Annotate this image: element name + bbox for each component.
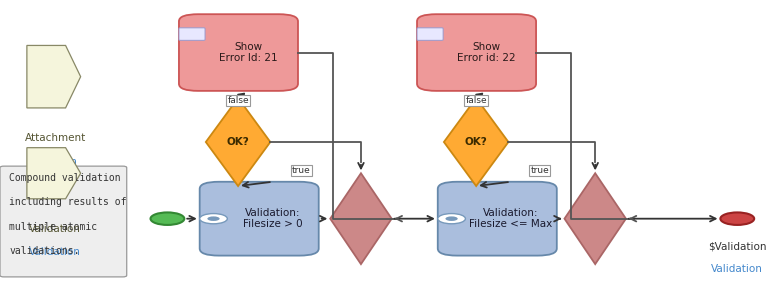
FancyBboxPatch shape <box>179 28 205 40</box>
Circle shape <box>438 214 465 224</box>
FancyBboxPatch shape <box>200 182 319 256</box>
Text: Show
Error id: 22: Show Error id: 22 <box>457 42 515 63</box>
Text: Attachment: Attachment <box>25 133 86 143</box>
Text: validations.: validations. <box>9 246 80 256</box>
Text: false: false <box>227 96 249 105</box>
Text: Show
Error Id: 21: Show Error Id: 21 <box>219 42 277 63</box>
Text: including results of: including results of <box>9 197 127 207</box>
Text: Validation:
Filesize <= Max: Validation: Filesize <= Max <box>469 208 552 229</box>
Polygon shape <box>27 45 81 108</box>
Circle shape <box>200 214 227 224</box>
Text: true: true <box>292 166 310 175</box>
Text: Validation: Validation <box>711 264 763 274</box>
Text: OK?: OK? <box>465 137 488 147</box>
Polygon shape <box>444 98 508 186</box>
Polygon shape <box>206 98 270 186</box>
Text: true: true <box>531 166 549 175</box>
Polygon shape <box>564 173 626 264</box>
Circle shape <box>207 216 220 221</box>
Text: Validation:
Filesize > 0: Validation: Filesize > 0 <box>243 208 303 229</box>
FancyBboxPatch shape <box>438 182 557 256</box>
Text: false: false <box>465 96 487 105</box>
FancyBboxPatch shape <box>0 166 127 277</box>
Circle shape <box>151 212 184 225</box>
Text: $Validation: $Validation <box>708 241 766 251</box>
Circle shape <box>445 216 458 221</box>
Text: multiple atomic: multiple atomic <box>9 222 98 231</box>
Text: Validation: Validation <box>29 224 81 234</box>
FancyBboxPatch shape <box>417 14 536 91</box>
Text: OK?: OK? <box>227 137 250 147</box>
Text: Validation: Validation <box>29 247 81 257</box>
Text: _Version: _Version <box>33 156 78 167</box>
Text: Compound validation: Compound validation <box>9 173 121 183</box>
FancyBboxPatch shape <box>417 28 443 40</box>
Polygon shape <box>330 173 392 264</box>
FancyBboxPatch shape <box>179 14 298 91</box>
Circle shape <box>720 212 754 225</box>
Polygon shape <box>27 148 81 199</box>
